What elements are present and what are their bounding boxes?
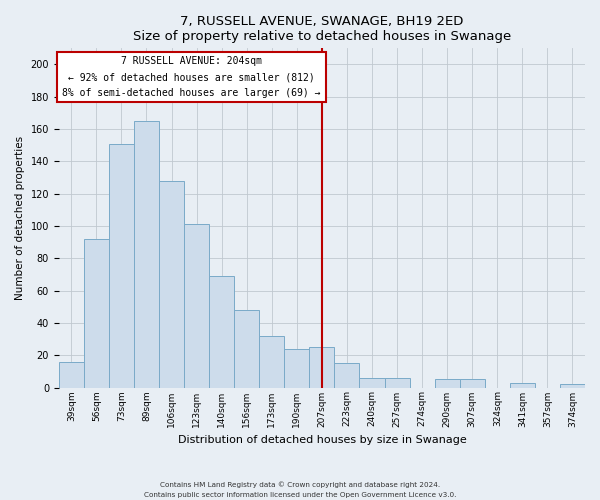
Title: 7, RUSSELL AVENUE, SWANAGE, BH19 2ED
Size of property relative to detached house: 7, RUSSELL AVENUE, SWANAGE, BH19 2ED Siz… — [133, 15, 511, 43]
Bar — [359, 378, 385, 388]
Bar — [59, 362, 84, 388]
Bar — [134, 121, 159, 388]
Bar — [334, 364, 359, 388]
Bar — [84, 239, 109, 388]
Bar — [510, 382, 535, 388]
Bar — [385, 378, 410, 388]
X-axis label: Distribution of detached houses by size in Swanage: Distribution of detached houses by size … — [178, 435, 466, 445]
Bar — [159, 181, 184, 388]
Y-axis label: Number of detached properties: Number of detached properties — [15, 136, 25, 300]
Bar — [234, 310, 259, 388]
Bar — [184, 224, 209, 388]
Bar — [209, 276, 234, 388]
Bar — [560, 384, 585, 388]
Text: Contains HM Land Registry data © Crown copyright and database right 2024.
Contai: Contains HM Land Registry data © Crown c… — [144, 482, 456, 498]
Bar — [434, 380, 460, 388]
Bar — [284, 349, 310, 388]
Bar — [109, 144, 134, 388]
Bar — [259, 336, 284, 388]
Bar — [460, 380, 485, 388]
Text: 7 RUSSELL AVENUE: 204sqm
← 92% of detached houses are smaller (812)
8% of semi-d: 7 RUSSELL AVENUE: 204sqm ← 92% of detach… — [62, 56, 321, 98]
Bar — [310, 347, 334, 388]
